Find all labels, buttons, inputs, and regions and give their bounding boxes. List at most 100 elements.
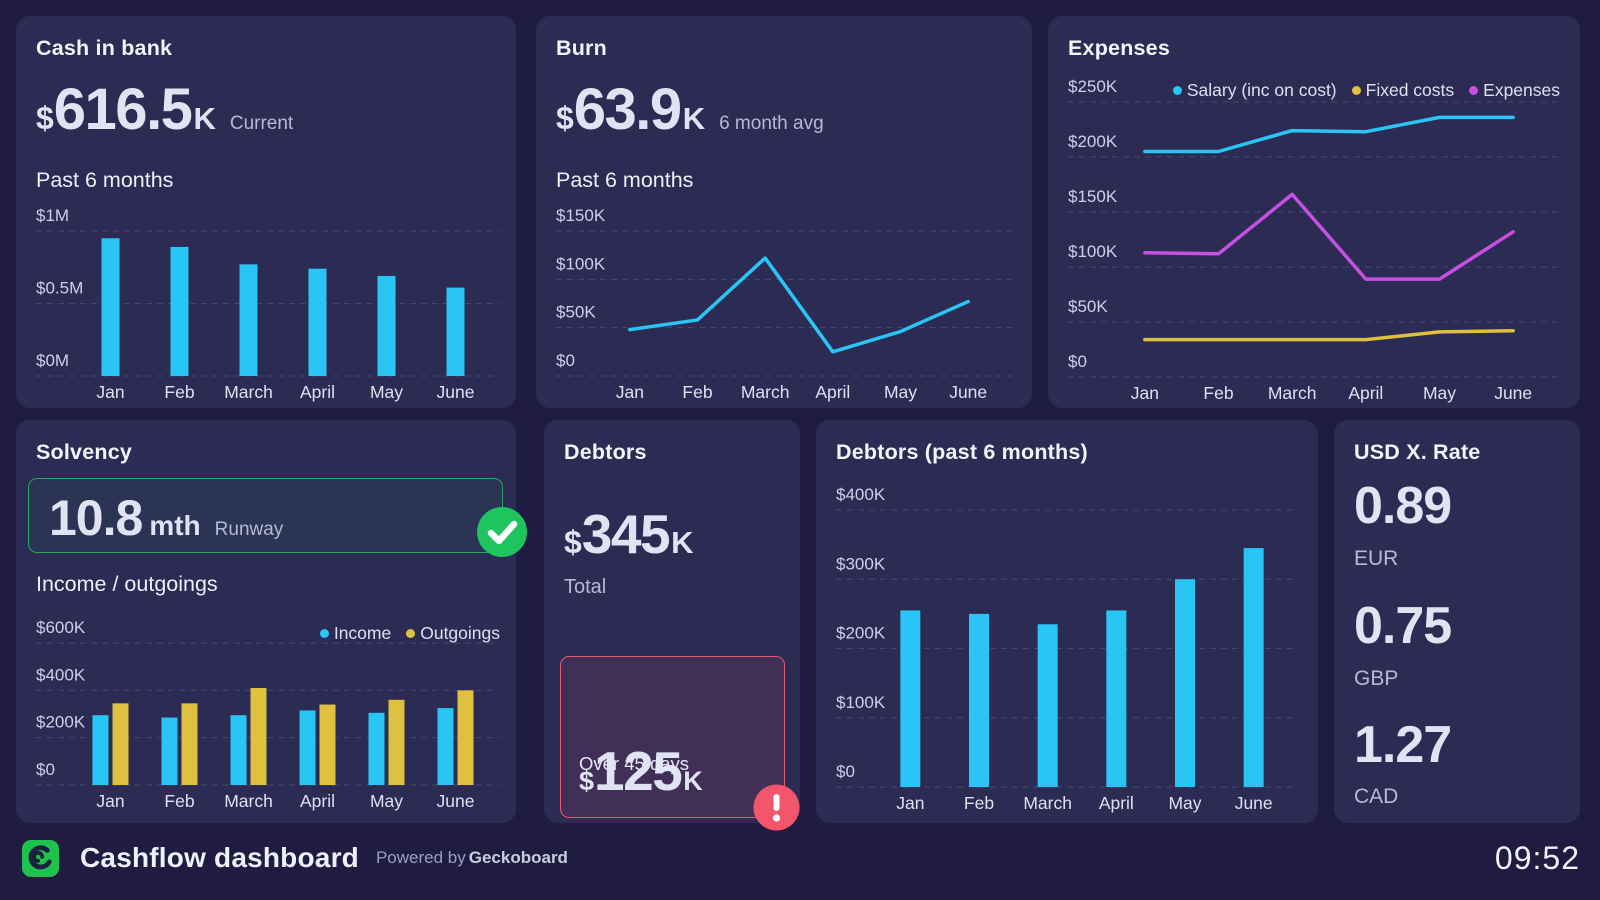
- income-outgoings-chart: $0 $200K $400K $600K Jan Feb March April May June: [36, 618, 500, 811]
- x-tick-label: April: [1099, 793, 1134, 813]
- y-tick-label: $200K: [1068, 132, 1118, 151]
- card-title: Expenses: [1068, 36, 1170, 60]
- x-tick-label: Jan: [896, 793, 924, 813]
- chart-subtitle: Past 6 months: [36, 168, 174, 192]
- x-tick-label: March: [1268, 383, 1317, 403]
- x-tick-label: May: [370, 791, 403, 811]
- y-tick-label: $0: [1068, 352, 1087, 371]
- x-tick-label: June: [949, 382, 987, 402]
- legend-item: Income: [319, 623, 391, 644]
- cash-in-bank-card: Cash in bank $616.5 K Current Past 6 mont…: [16, 16, 516, 408]
- rate-label-eur: EUR: [1354, 547, 1399, 570]
- x-tick-label: Jan: [1131, 383, 1159, 403]
- debtors-history-card: Debtors (past 6 months) $0 $100K $200K $300…: [816, 420, 1318, 823]
- footer-bar: Cashflow dashboard Powered by Geckoboard …: [22, 836, 1580, 880]
- powered-prefix: Powered by: [375, 848, 466, 867]
- bar: [1037, 624, 1058, 787]
- legend-item: Expenses: [1469, 80, 1560, 101]
- currency-symbol: $: [564, 524, 582, 560]
- bar: [368, 712, 385, 785]
- expenses-legend: Salary (inc on cost) Fixed costs Expenses: [1172, 80, 1560, 101]
- bar: [900, 610, 921, 787]
- card-title: Debtors (past 6 months): [836, 440, 1088, 464]
- line-series: [1143, 115, 1515, 154]
- x-tick-label: April: [300, 382, 335, 402]
- burn-line-chart: $0 $50K $100K $150K Jan Feb March April May June: [556, 206, 1012, 402]
- bar: [377, 275, 396, 376]
- solvency-legend: Income Outgoings: [319, 623, 500, 644]
- primary-metric: $345 K: [564, 502, 693, 566]
- x-tick-label: June: [437, 791, 475, 811]
- powered-by: Powered by Geckoboard: [376, 848, 568, 868]
- y-tick-label: $400K: [836, 485, 886, 504]
- x-tick-label: Feb: [164, 791, 194, 811]
- y-tick-label: $200K: [836, 624, 886, 643]
- bar: [230, 715, 247, 785]
- y-tick-label: $250K: [1068, 77, 1118, 96]
- bar: [170, 246, 189, 376]
- x-tick-label: June: [1494, 383, 1532, 403]
- legend-item: Fixed costs: [1351, 80, 1454, 101]
- bar: [457, 690, 474, 785]
- legend-dot: [1172, 86, 1182, 95]
- runway-unit: mth: [149, 510, 201, 541]
- currency-symbol: $: [36, 100, 54, 136]
- dashboard-title: Cashflow dashboard: [80, 842, 359, 873]
- check-circle-icon: [477, 507, 527, 557]
- x-tick-label: March: [224, 791, 273, 811]
- overdue-alert-box: $125 K Over 45 days: [560, 656, 800, 831]
- line-series: [1143, 329, 1515, 342]
- primary-metric: $63.9 K 6 month avg: [556, 76, 824, 143]
- debtors-card: Debtors $345 K Total $125 K Over 45 days: [544, 420, 800, 831]
- legend-dot: [406, 629, 416, 638]
- alert-circle-icon: [753, 784, 800, 831]
- bar: [388, 699, 405, 785]
- debtors-bar-chart: $0 $100K $200K $300K $400K Jan Feb March April Ma…: [836, 485, 1298, 813]
- rate-label-gbp: GBP: [1354, 667, 1399, 690]
- metric-value: 345: [581, 503, 671, 565]
- metric-suffix: K: [671, 525, 694, 560]
- y-tick-label: $50K: [556, 303, 596, 322]
- x-tick-label: March: [741, 382, 790, 402]
- currency-symbol: $: [579, 766, 595, 796]
- rate-value-cad: 1.27: [1354, 716, 1452, 774]
- y-tick-label: $1M: [36, 206, 69, 225]
- y-tick-label: $0M: [36, 351, 69, 370]
- usd-exchange-rate-card: USD X. Rate 0.89 EUR 0.75 GBP 1.27 CAD: [1334, 420, 1580, 823]
- line-series: [628, 256, 970, 354]
- x-tick-label: April: [815, 382, 850, 402]
- metric-value: 616.5: [53, 77, 193, 142]
- expenses-card: Expenses Salary (inc on cost) Fixed costs…: [1048, 16, 1580, 408]
- y-tick-label: $100K: [1068, 242, 1118, 261]
- y-tick-label: $100K: [836, 693, 886, 712]
- legend-dot: [1469, 86, 1479, 95]
- x-tick-label: May: [1423, 383, 1456, 403]
- y-tick-label: $600K: [36, 618, 86, 637]
- primary-metric: $616.5 K Current: [36, 76, 293, 143]
- gecko-swirl-icon: [28, 844, 52, 869]
- y-tick-label: $150K: [1068, 187, 1118, 206]
- alert-caption: Over 45 days: [579, 753, 690, 774]
- x-tick-label: Feb: [1203, 383, 1233, 403]
- expenses-line-chart: $0 $50K $100K $150K $200K $250K Jan Feb March Apr…: [1068, 77, 1560, 403]
- x-tick-label: Feb: [164, 382, 194, 402]
- metric-value: 63.9: [573, 77, 682, 142]
- line-series: [1143, 192, 1515, 281]
- legend-dot: [319, 629, 329, 638]
- bar: [969, 613, 989, 787]
- legend-dot: [1351, 86, 1361, 95]
- rate-label-cad: CAD: [1354, 785, 1399, 808]
- bar: [308, 268, 327, 376]
- x-tick-label: Feb: [964, 793, 994, 813]
- x-tick-label: Jan: [616, 382, 644, 402]
- chart-subtitle: Past 6 months: [556, 168, 694, 192]
- card-title: USD X. Rate: [1354, 440, 1481, 464]
- x-tick-label: Jan: [96, 382, 124, 402]
- y-tick-label: $50K: [1068, 297, 1108, 316]
- metric-caption: 6 month avg: [719, 113, 824, 134]
- card-title: Burn: [556, 36, 607, 60]
- y-tick-label: $0: [36, 760, 55, 779]
- powered-brand: Geckoboard: [468, 848, 568, 867]
- bar: [1106, 610, 1127, 787]
- alert-suffix: K: [683, 766, 703, 796]
